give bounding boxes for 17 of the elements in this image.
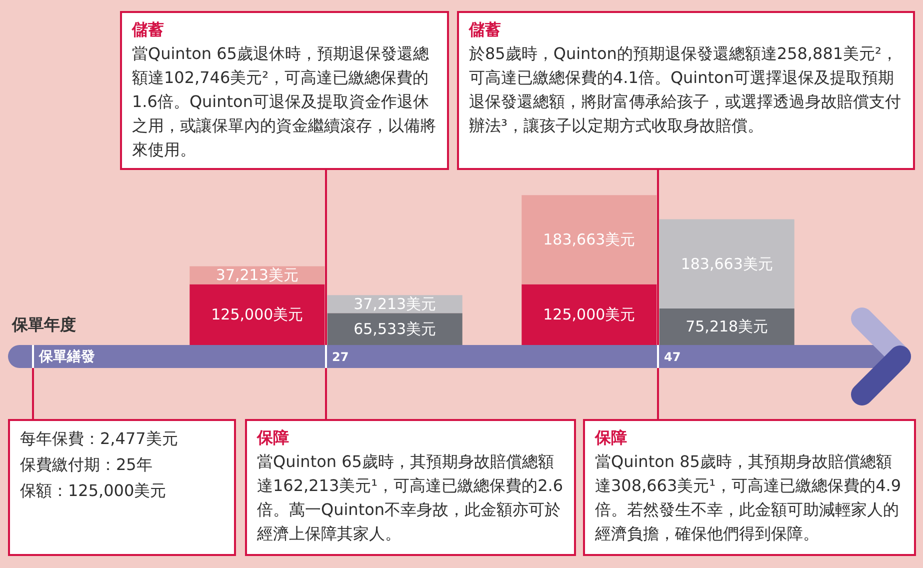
text: 27 — [332, 350, 349, 364]
data-label: 75,218美元 — [686, 318, 768, 336]
callout: 保障 當Quinton 65歲時，其預期身故賠償總額達162,213美元¹，可高達已繳總保費的2.6倍。萬一Quinton不幸身故，此金額亦可於經濟上保障其家人。 — [245, 419, 576, 556]
text: 保單繕發 — [39, 348, 95, 366]
data-label: 125,000美元 — [543, 306, 636, 324]
data-label: 37,213美元 — [354, 295, 436, 314]
data-label: 183,663美元 — [680, 254, 773, 273]
data-label: 125,000美元 — [211, 306, 304, 324]
callout: 每年保費：2,477美元 保費繳付期：25年 保額：125,000美元 — [8, 419, 236, 556]
data-label: 65,533美元 — [354, 320, 436, 338]
callout: 保障 當Quinton 85歲時，其預期身故賠償總額達308,663美元¹，可高達已繳總保費的4.9倍。若然發生不幸，此金額可助減輕家人的經濟負擔，確保他們得到保障。 — [583, 419, 916, 556]
data-label: 183,663美元 — [543, 230, 636, 249]
callout: 儲蓄 當Quinton 65歲退休時，預期退保發還總額達102,746美元²，可高達已繳總保費的1.6倍。Quinton可退保及提取資金作退休之用，或讓保單內的資金繼續滾存，以備將來使用。 — [120, 11, 449, 170]
text: 47 — [664, 350, 681, 364]
data-label: 37,213美元 — [216, 266, 298, 284]
callout: 儲蓄 於85歲時，Quinton的預期退保發還總額達258,881美元²，可高達已繳總保費的4.1倍。Quinton可選擇退保及提取預期退保發還總額，將財富傳承給孩子，或選擇透過身故賠償支付辦法³，讓孩子以定期方式收取身故賠償。 — [457, 11, 915, 170]
text: 保單年度 — [12, 315, 76, 336]
